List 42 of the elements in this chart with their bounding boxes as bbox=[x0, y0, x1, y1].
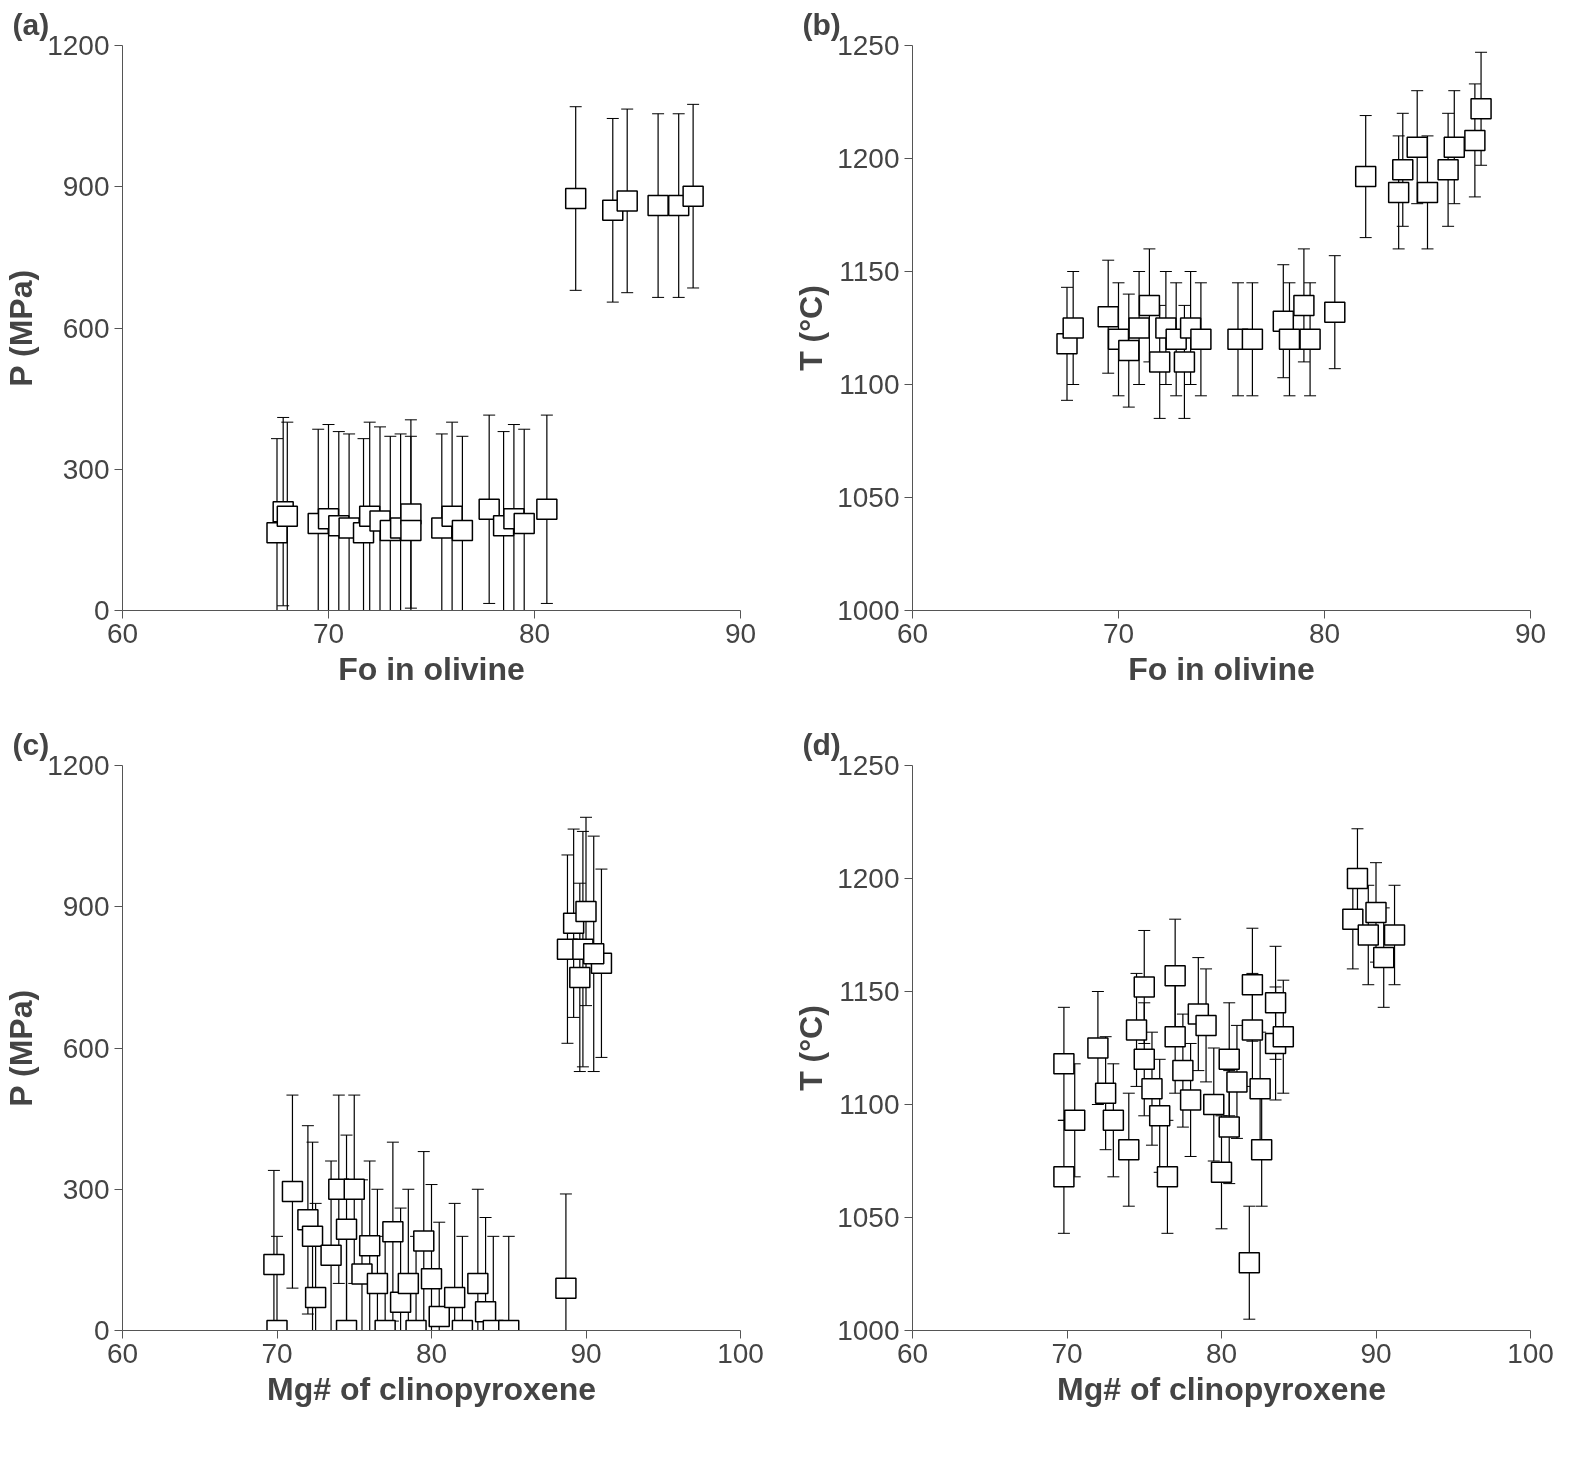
x-tick-label: 100 bbox=[717, 1337, 764, 1369]
x-tick-label: 100 bbox=[1507, 1337, 1554, 1369]
y-tick-label: 900 bbox=[62, 891, 110, 923]
y-tick-label: 300 bbox=[62, 1173, 110, 1205]
x-tick-label: 70 bbox=[1051, 1337, 1083, 1369]
y-tick-label: 1050 bbox=[837, 482, 900, 513]
y-tick-label: 1200 bbox=[47, 750, 110, 781]
x-tick-label: 90 bbox=[1360, 1337, 1392, 1369]
y-tick-label: 1050 bbox=[837, 1202, 900, 1233]
x-tick-label: 70 bbox=[312, 617, 345, 649]
x-tick-label: 90 bbox=[724, 617, 757, 649]
x-axis-title: Fo in olivine bbox=[1128, 650, 1315, 687]
y-axis-title: P (MPa) bbox=[3, 269, 40, 387]
x-axis-title: Mg# of clinopyroxene bbox=[267, 1370, 596, 1407]
chart-title: (d) bbox=[802, 727, 841, 761]
x-tick-label: 70 bbox=[1102, 617, 1135, 649]
y-tick-label: 600 bbox=[62, 312, 110, 344]
x-tick-label: 90 bbox=[1514, 617, 1547, 649]
y-tick-label: 1150 bbox=[839, 256, 900, 287]
chart-title: (a) bbox=[12, 7, 50, 41]
x-tick-label: 80 bbox=[415, 1337, 448, 1369]
chart-title: (c) bbox=[12, 727, 50, 761]
y-tick-label: 1100 bbox=[839, 1089, 900, 1120]
y-axis-title: T (°C) bbox=[793, 1005, 830, 1091]
x-axis-title: Mg# of clinopyroxene bbox=[1057, 1370, 1386, 1407]
y-tick-label: 1200 bbox=[47, 30, 110, 61]
y-tick-label: 1200 bbox=[837, 863, 900, 894]
x-tick-label: 80 bbox=[518, 617, 551, 649]
x-tick-label: 80 bbox=[1308, 617, 1341, 649]
x-axis-title: Fo in olivine bbox=[338, 650, 525, 687]
y-tick-label: 900 bbox=[62, 171, 110, 203]
y-tick-label: 1200 bbox=[837, 143, 900, 174]
y-tick-label: 600 bbox=[62, 1032, 110, 1064]
x-tick-label: 80 bbox=[1205, 1337, 1238, 1369]
y-tick-label: 1150 bbox=[839, 976, 900, 1007]
y-tick-label: 300 bbox=[62, 453, 110, 485]
y-axis-title: P (MPa) bbox=[3, 989, 40, 1107]
x-tick-label: 70 bbox=[261, 1337, 293, 1369]
y-axis-title: T (°C) bbox=[793, 285, 830, 371]
y-tick-label: 1100 bbox=[839, 369, 900, 400]
chart-title: (b) bbox=[802, 7, 841, 41]
x-tick-label: 90 bbox=[570, 1337, 602, 1369]
